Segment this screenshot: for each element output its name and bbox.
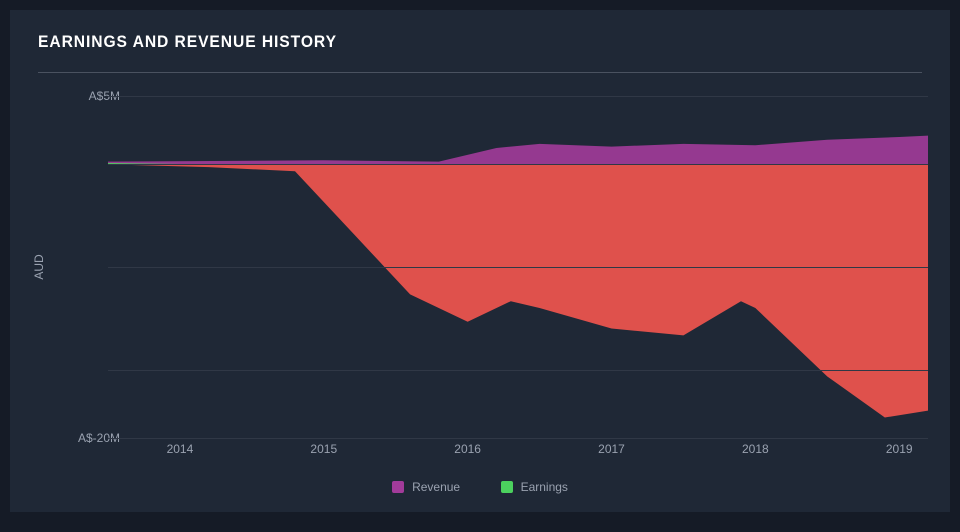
legend-item-earnings: Earnings (501, 480, 568, 494)
title-wrap: EARNINGS AND REVENUE HISTORY (10, 10, 950, 62)
legend-label-revenue: Revenue (412, 480, 460, 494)
x-tick-label: 2017 (598, 442, 625, 456)
chart-container: EARNINGS AND REVENUE HISTORY AUD A$5MA$-… (10, 10, 950, 512)
chart-title: EARNINGS AND REVENUE HISTORY (38, 32, 851, 52)
title-underline (38, 72, 922, 73)
x-tick-label: 2016 (454, 442, 481, 456)
legend-swatch-revenue (392, 481, 404, 493)
plot-area (108, 96, 928, 438)
x-tick-label: 2019 (886, 442, 913, 456)
legend: Revenue Earnings (10, 480, 950, 498)
x-tick-label: 2014 (167, 442, 194, 456)
legend-item-revenue: Revenue (392, 480, 460, 494)
y-axis-label: AUD (32, 254, 46, 279)
legend-swatch-earnings (501, 481, 513, 493)
x-tick-label: 2015 (310, 442, 337, 456)
x-tick-label: 2018 (742, 442, 769, 456)
legend-label-earnings: Earnings (521, 480, 568, 494)
